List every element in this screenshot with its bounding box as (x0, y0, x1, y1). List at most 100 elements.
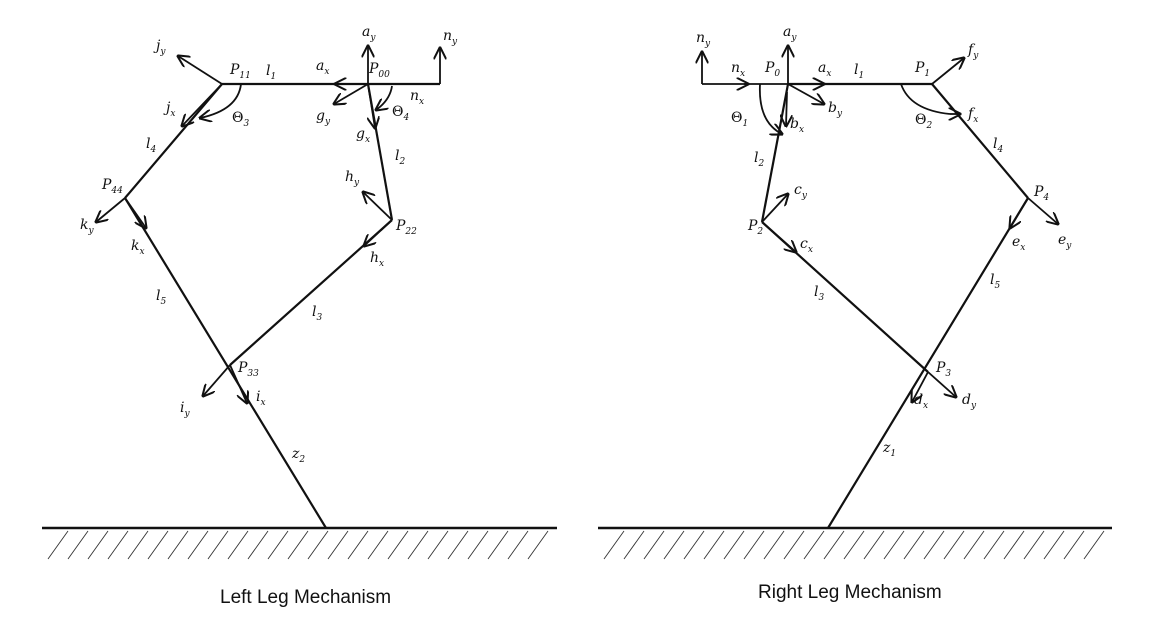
left-label-P00: P00 (368, 61, 390, 80)
ground-hatch-line (963, 530, 985, 560)
left-label-P33: P33 (237, 360, 259, 379)
right-theta1-arc (759, 83, 782, 134)
right-ex-arrow (1010, 197, 1029, 228)
left-hy-arrow (363, 192, 393, 221)
left-label-ny: ny (443, 28, 458, 47)
left-theta3-arc (200, 83, 242, 118)
left-label-l4: l4 (146, 136, 156, 155)
ground-hatch-line (843, 530, 865, 560)
right-by-arrow (787, 83, 824, 104)
ground-hatch-line (147, 530, 169, 560)
ground-hatch-line (427, 530, 449, 560)
left-label-l3: l3 (312, 304, 322, 323)
ground-hatch-line (87, 530, 109, 560)
ground-hatch-line (207, 530, 229, 560)
right-label-dy: dy (962, 392, 977, 411)
ground-hatch-line (367, 530, 389, 560)
right-label-l2: l2 (754, 150, 764, 169)
right-cx-arrow (761, 221, 796, 252)
right-fy-arrow (931, 58, 964, 85)
right-ground-hatching (603, 530, 1105, 560)
right-label-P1: P1 (914, 60, 930, 79)
ground-hatch-line (803, 530, 825, 560)
right-leg-diagram: ny ay nx P0 ax l1 P1 fy Θ1 bx by Θ2 fx l… (598, 24, 1112, 560)
right-label-nx: nx (731, 60, 745, 79)
left-iy-arrow (203, 364, 231, 396)
ground-hatch-line (487, 530, 509, 560)
right-label-bx: bx (790, 116, 804, 135)
left-label-hx: hx (370, 250, 384, 269)
right-link-l5-z1 (827, 197, 1029, 529)
right-label-ax: ax (818, 60, 831, 79)
right-label-z1: z1 (882, 440, 896, 459)
left-label-ax: ax (316, 58, 329, 77)
ground-hatch-line (903, 530, 925, 560)
right-link-l4 (931, 83, 1029, 199)
ground-hatch-line (287, 530, 309, 560)
right-label-l5: l5 (990, 272, 1000, 291)
ground-hatch-line (763, 530, 785, 560)
left-label-gx: gx (356, 126, 370, 145)
right-ey-arrow (1027, 197, 1058, 224)
left-label-nx: nx (410, 88, 424, 107)
ground-hatch-line (227, 530, 249, 560)
right-label-ex: ex (1012, 234, 1025, 253)
left-label-iy: iy (180, 400, 190, 419)
right-label-l4: l4 (993, 136, 1003, 155)
ground-hatch-line (683, 530, 705, 560)
ground-hatch-line (823, 530, 845, 560)
right-label-ay: ay (783, 24, 797, 43)
left-label-l2: l2 (395, 148, 405, 167)
left-label-ix: ix (256, 389, 266, 408)
left-label-gy: gy (316, 108, 331, 127)
right-label-P3: P3 (935, 360, 951, 379)
right-label-by: by (828, 100, 843, 119)
ground-hatch-line (67, 530, 89, 560)
ground-hatch-line (47, 530, 69, 560)
left-hx-arrow (364, 219, 393, 246)
left-label-l5: l5 (156, 288, 166, 307)
right-link-l2 (760, 83, 790, 223)
right-label-P2: P2 (747, 218, 763, 237)
right-theta2-arc (900, 83, 951, 115)
right-label-theta2: Θ2 (915, 112, 932, 131)
ground-hatch-line (267, 530, 289, 560)
ground-hatch-line (623, 530, 645, 560)
ground-hatch-line (1083, 530, 1105, 560)
right-label-P0: P0 (764, 60, 780, 79)
ground-hatch-line (247, 530, 269, 560)
right-label-fy: fy (967, 42, 979, 61)
right-label-ny: ny (696, 30, 711, 49)
ground-hatch-line (307, 530, 329, 560)
ground-hatch-line (983, 530, 1005, 560)
ground-hatch-line (467, 530, 489, 560)
left-ix-arrow (229, 364, 247, 403)
right-label-fx: fx (967, 106, 978, 125)
ground-hatch-line (743, 530, 765, 560)
right-label-l1: l1 (854, 62, 864, 81)
right-label-dx: dx (914, 392, 928, 411)
left-label-l1: l1 (266, 63, 276, 82)
left-gx-arrow (368, 83, 375, 128)
ground-hatch-line (703, 530, 725, 560)
ground-hatch-line (863, 530, 885, 560)
left-jy-arrow (178, 56, 223, 85)
ground-hatch-line (783, 530, 805, 560)
ground-hatch-line (923, 530, 945, 560)
right-dy-arrow (927, 371, 956, 397)
right-label-cx: cx (800, 236, 813, 255)
ground-hatch-line (883, 530, 905, 560)
ground-hatch-line (347, 530, 369, 560)
left-leg-caption: Left Leg Mechanism (220, 587, 392, 608)
left-label-hy: hy (345, 169, 360, 188)
right-leg-caption: Right Leg Mechanism (758, 582, 942, 603)
left-label-theta3: Θ3 (232, 110, 249, 129)
left-link-l5-z2 (124, 197, 327, 529)
ground-hatch-line (1043, 530, 1065, 560)
ground-hatch-line (447, 530, 469, 560)
left-label-ay: ay (362, 24, 376, 43)
left-label-jy: jy (153, 38, 166, 57)
ground-hatch-line (943, 530, 965, 560)
ground-hatch-line (527, 530, 549, 560)
